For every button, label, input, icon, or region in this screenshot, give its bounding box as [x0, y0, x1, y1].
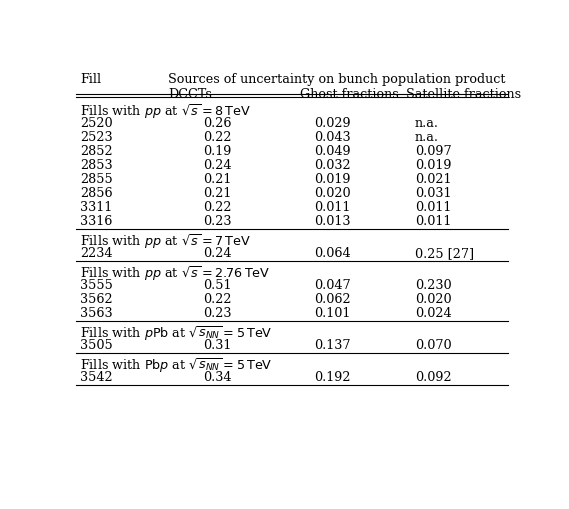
Text: 3505: 3505 — [80, 338, 113, 351]
Text: 2523: 2523 — [80, 130, 113, 144]
Text: 0.097: 0.097 — [415, 145, 452, 157]
Text: 0.011: 0.011 — [415, 201, 451, 213]
Text: 0.51: 0.51 — [204, 278, 232, 291]
Text: 0.22: 0.22 — [204, 292, 232, 305]
Text: 0.21: 0.21 — [204, 186, 232, 200]
Text: 0.011: 0.011 — [415, 214, 451, 228]
Text: 0.011: 0.011 — [314, 201, 350, 213]
Text: 3316: 3316 — [80, 214, 112, 228]
Text: 3562: 3562 — [80, 292, 113, 305]
Text: 0.24: 0.24 — [204, 246, 232, 259]
Text: Sources of uncertainty on bunch population product: Sources of uncertainty on bunch populati… — [168, 73, 506, 86]
Text: 0.020: 0.020 — [314, 186, 351, 200]
Text: 0.049: 0.049 — [314, 145, 351, 157]
Text: 0.22: 0.22 — [204, 201, 232, 213]
Text: n.a.: n.a. — [415, 117, 439, 129]
Text: 0.092: 0.092 — [415, 371, 452, 383]
Text: 0.013: 0.013 — [314, 214, 350, 228]
Text: 0.25 [27]: 0.25 [27] — [415, 246, 474, 259]
Text: 0.029: 0.029 — [314, 117, 351, 129]
Text: 0.19: 0.19 — [204, 145, 232, 157]
Text: 0.032: 0.032 — [314, 158, 351, 172]
Text: 2852: 2852 — [80, 145, 113, 157]
Text: 0.192: 0.192 — [314, 371, 350, 383]
Text: 0.064: 0.064 — [314, 246, 351, 259]
Text: 2520: 2520 — [80, 117, 113, 129]
Text: 0.230: 0.230 — [415, 278, 452, 291]
Text: 0.024: 0.024 — [415, 306, 452, 319]
Text: 3311: 3311 — [80, 201, 112, 213]
Text: 0.062: 0.062 — [314, 292, 351, 305]
Text: 3555: 3555 — [80, 278, 113, 291]
Text: 2855: 2855 — [80, 173, 113, 185]
Text: 2234: 2234 — [80, 246, 113, 259]
Text: 0.047: 0.047 — [314, 278, 351, 291]
Text: Fills with $\mathrm{Pb}p$ at $\sqrt{s_{NN}} = 5\,\mathrm{TeV}$: Fills with $\mathrm{Pb}p$ at $\sqrt{s_{N… — [80, 356, 273, 375]
Text: Ghost fractions: Ghost fractions — [300, 88, 399, 101]
Text: 2853: 2853 — [80, 158, 113, 172]
Text: n.a.: n.a. — [415, 130, 439, 144]
Text: DCCTs: DCCTs — [168, 88, 212, 101]
Text: Fill: Fill — [80, 73, 101, 86]
Text: 0.34: 0.34 — [204, 371, 232, 383]
Text: 0.22: 0.22 — [204, 130, 232, 144]
Text: 0.21: 0.21 — [204, 173, 232, 185]
Text: Satellite fractions: Satellite fractions — [406, 88, 521, 101]
Text: 3563: 3563 — [80, 306, 113, 319]
Text: 0.23: 0.23 — [204, 306, 232, 319]
Text: 0.043: 0.043 — [314, 130, 351, 144]
Text: 0.019: 0.019 — [415, 158, 452, 172]
Text: Fills with $pp$ at $\sqrt{s} = 7\,\mathrm{TeV}$: Fills with $pp$ at $\sqrt{s} = 7\,\mathr… — [80, 232, 251, 250]
Text: Fills with $pp$ at $\sqrt{s} = 2.76\,\mathrm{TeV}$: Fills with $pp$ at $\sqrt{s} = 2.76\,\ma… — [80, 264, 270, 282]
Text: 0.101: 0.101 — [314, 306, 350, 319]
Text: 0.26: 0.26 — [204, 117, 232, 129]
Text: 0.070: 0.070 — [415, 338, 452, 351]
Text: 2856: 2856 — [80, 186, 113, 200]
Text: 3542: 3542 — [80, 371, 113, 383]
Text: Fills with $pp$ at $\sqrt{s} = 8\,\mathrm{TeV}$: Fills with $pp$ at $\sqrt{s} = 8\,\mathr… — [80, 102, 251, 121]
Text: 0.031: 0.031 — [415, 186, 452, 200]
Text: 0.24: 0.24 — [204, 158, 232, 172]
Text: 0.23: 0.23 — [204, 214, 232, 228]
Text: 0.021: 0.021 — [415, 173, 452, 185]
Text: 0.31: 0.31 — [204, 338, 232, 351]
Text: 0.019: 0.019 — [314, 173, 350, 185]
Text: 0.020: 0.020 — [415, 292, 452, 305]
Text: 0.137: 0.137 — [314, 338, 350, 351]
Text: Fills with $p\mathrm{Pb}$ at $\sqrt{s_{NN}} = 5\,\mathrm{TeV}$: Fills with $p\mathrm{Pb}$ at $\sqrt{s_{N… — [80, 324, 273, 343]
